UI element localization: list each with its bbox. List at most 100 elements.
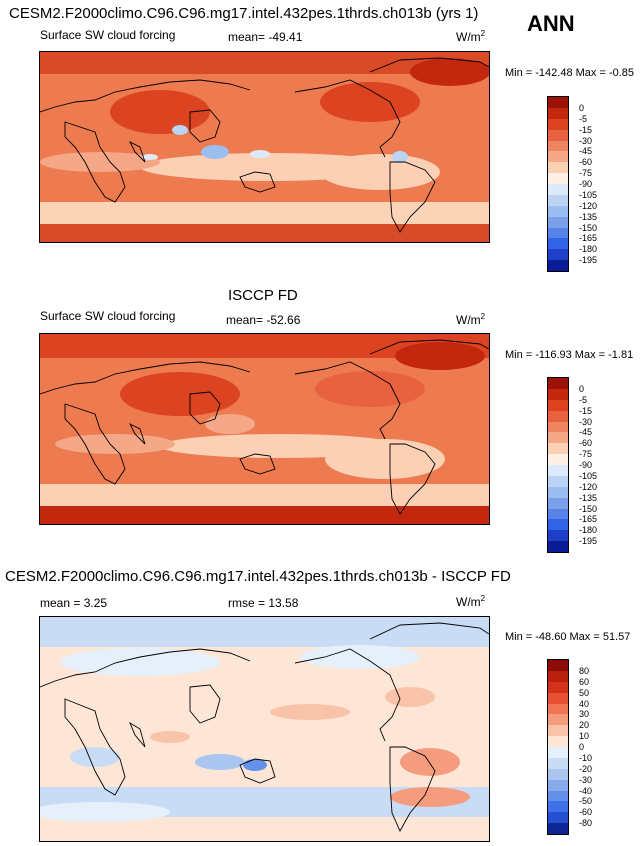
- panel3-rmse: rmse = 13.58: [228, 596, 299, 610]
- colorbar-swatch: [548, 475, 568, 487]
- colorbar-tick-label: -150: [579, 222, 598, 233]
- colorbar-swatch: [548, 660, 568, 671]
- colorbar-swatch: [548, 486, 568, 498]
- colorbar-swatch: [548, 227, 568, 239]
- colorbar-swatch: [548, 681, 568, 693]
- colorbar-tick-label: -15: [579, 405, 593, 416]
- panel1-units: W/m2: [456, 29, 486, 44]
- colorbar-swatch: [548, 768, 568, 780]
- colorbar-tick-label: 10: [579, 731, 590, 742]
- colorbar-tick-label: -105: [579, 189, 598, 200]
- panel2-title: ISCCP FD: [228, 287, 298, 304]
- colorbar-tick-label: -180: [579, 525, 598, 536]
- colorbar-swatch: [548, 692, 568, 704]
- colorbar-tick-label: 30: [579, 709, 590, 720]
- colorbar-tick-label: -20: [579, 763, 593, 774]
- colorbar-tick-label: -120: [579, 481, 598, 492]
- colorbar-tick-label: -135: [579, 492, 598, 503]
- colorbar-swatch: [548, 378, 568, 389]
- colorbar-swatch: [548, 508, 568, 520]
- colorbar-tick-label: -30: [579, 774, 593, 785]
- panel2-colorbar: [547, 377, 569, 553]
- colorbar-tick-label: -105: [579, 470, 598, 481]
- colorbar-swatch: [548, 790, 568, 802]
- panel1-minmax: Min = -142.48 Max = -0.85: [505, 67, 635, 79]
- colorbar-swatch: [548, 129, 568, 141]
- colorbar-swatch: [548, 443, 568, 455]
- colorbar-swatch: [548, 541, 568, 552]
- colorbar-swatch: [548, 107, 568, 119]
- panel2-mean: mean= -52.66: [226, 313, 301, 327]
- colorbar-tick-label: -30: [579, 135, 593, 146]
- colorbar-swatch: [548, 194, 568, 206]
- colorbar-swatch: [548, 725, 568, 737]
- colorbar-swatch: [548, 465, 568, 476]
- colorbar-swatch: [548, 216, 568, 228]
- colorbar-tick-label: -90: [579, 179, 593, 189]
- colorbar-swatch: [548, 519, 568, 531]
- colorbar-swatch: [548, 173, 568, 184]
- colorbar-swatch: [548, 432, 568, 444]
- colorbar-tick-label: -45: [579, 146, 593, 157]
- panel3-title: CESM2.F2000climo.C96.C96.mg17.intel.432p…: [5, 568, 511, 585]
- colorbar-tick-label: -60: [579, 157, 593, 168]
- colorbar-tick-label: -50: [579, 796, 593, 807]
- panel2-units: W/m2: [456, 312, 486, 327]
- colorbar-tick-label: -195: [579, 255, 598, 266]
- colorbar-swatch: [548, 421, 568, 433]
- colorbar-swatch: [548, 670, 568, 682]
- colorbar-tick-label: -120: [579, 200, 598, 211]
- colorbar-tick-label: -5: [579, 394, 588, 405]
- colorbar-swatch: [548, 260, 568, 271]
- colorbar-swatch: [548, 97, 568, 108]
- colorbar-tick-label: 0: [579, 742, 585, 752]
- colorbar-tick-label: -135: [579, 211, 598, 222]
- colorbar-swatch: [548, 388, 568, 400]
- colorbar-tick-label: -165: [579, 233, 598, 244]
- colorbar-swatch: [548, 140, 568, 152]
- panel3-map: [39, 616, 490, 842]
- panel1-map: [39, 51, 490, 243]
- panel3-units: W/m2: [456, 594, 486, 609]
- colorbar-tick-label: -60: [579, 438, 593, 449]
- colorbar-tick-label: 0: [579, 102, 585, 113]
- colorbar-swatch: [548, 747, 568, 758]
- colorbar-tick-label: -45: [579, 427, 593, 438]
- colorbar-swatch: [548, 801, 568, 813]
- colorbar-tick-label: -165: [579, 514, 598, 525]
- panel2-minmax: Min = -116.93 Max = -1.81: [505, 349, 634, 361]
- panel3-colorbar: [547, 659, 569, 835]
- colorbar-tick-label: -75: [579, 449, 593, 460]
- colorbar-swatch: [548, 410, 568, 422]
- colorbar-tick-label: -5: [579, 113, 588, 124]
- colorbar-tick-label: -60: [579, 807, 593, 818]
- colorbar-tick-label: 20: [579, 720, 590, 731]
- panel1-mean: mean= -49.41: [228, 30, 303, 44]
- colorbar-swatch: [548, 823, 568, 834]
- colorbar-swatch: [548, 757, 568, 769]
- colorbar-tick-label: 60: [579, 676, 590, 687]
- colorbar-tick-label: -15: [579, 124, 593, 135]
- colorbar-tick-label: 40: [579, 698, 590, 709]
- panel1-colorbar: [547, 96, 569, 272]
- colorbar-swatch: [548, 151, 568, 163]
- colorbar-swatch: [548, 530, 568, 542]
- colorbar-tick-label: -75: [579, 168, 593, 179]
- colorbar-tick-label: -195: [579, 536, 598, 547]
- colorbar-tick-label: 50: [579, 687, 590, 698]
- panel2-map: [39, 333, 490, 525]
- colorbar-swatch: [548, 736, 568, 747]
- colorbar-tick-label: -30: [579, 416, 593, 427]
- colorbar-swatch: [548, 205, 568, 217]
- colorbar-tick-label: -90: [579, 460, 593, 470]
- colorbar-swatch: [548, 812, 568, 824]
- panel2-variable: Surface SW cloud forcing: [40, 309, 176, 323]
- colorbar-swatch: [548, 703, 568, 715]
- panel3-mean: mean = 3.25: [40, 596, 108, 610]
- colorbar-swatch: [548, 118, 568, 130]
- colorbar-tick-label: 0: [579, 383, 585, 394]
- colorbar-tick-label: 80: [579, 665, 590, 676]
- colorbar-swatch: [548, 238, 568, 250]
- colorbar-swatch: [548, 184, 568, 195]
- colorbar-swatch: [548, 399, 568, 411]
